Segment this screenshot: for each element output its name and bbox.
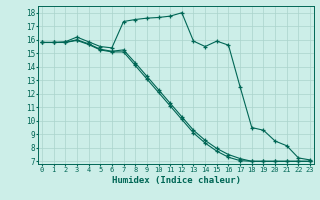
X-axis label: Humidex (Indice chaleur): Humidex (Indice chaleur) — [111, 176, 241, 185]
